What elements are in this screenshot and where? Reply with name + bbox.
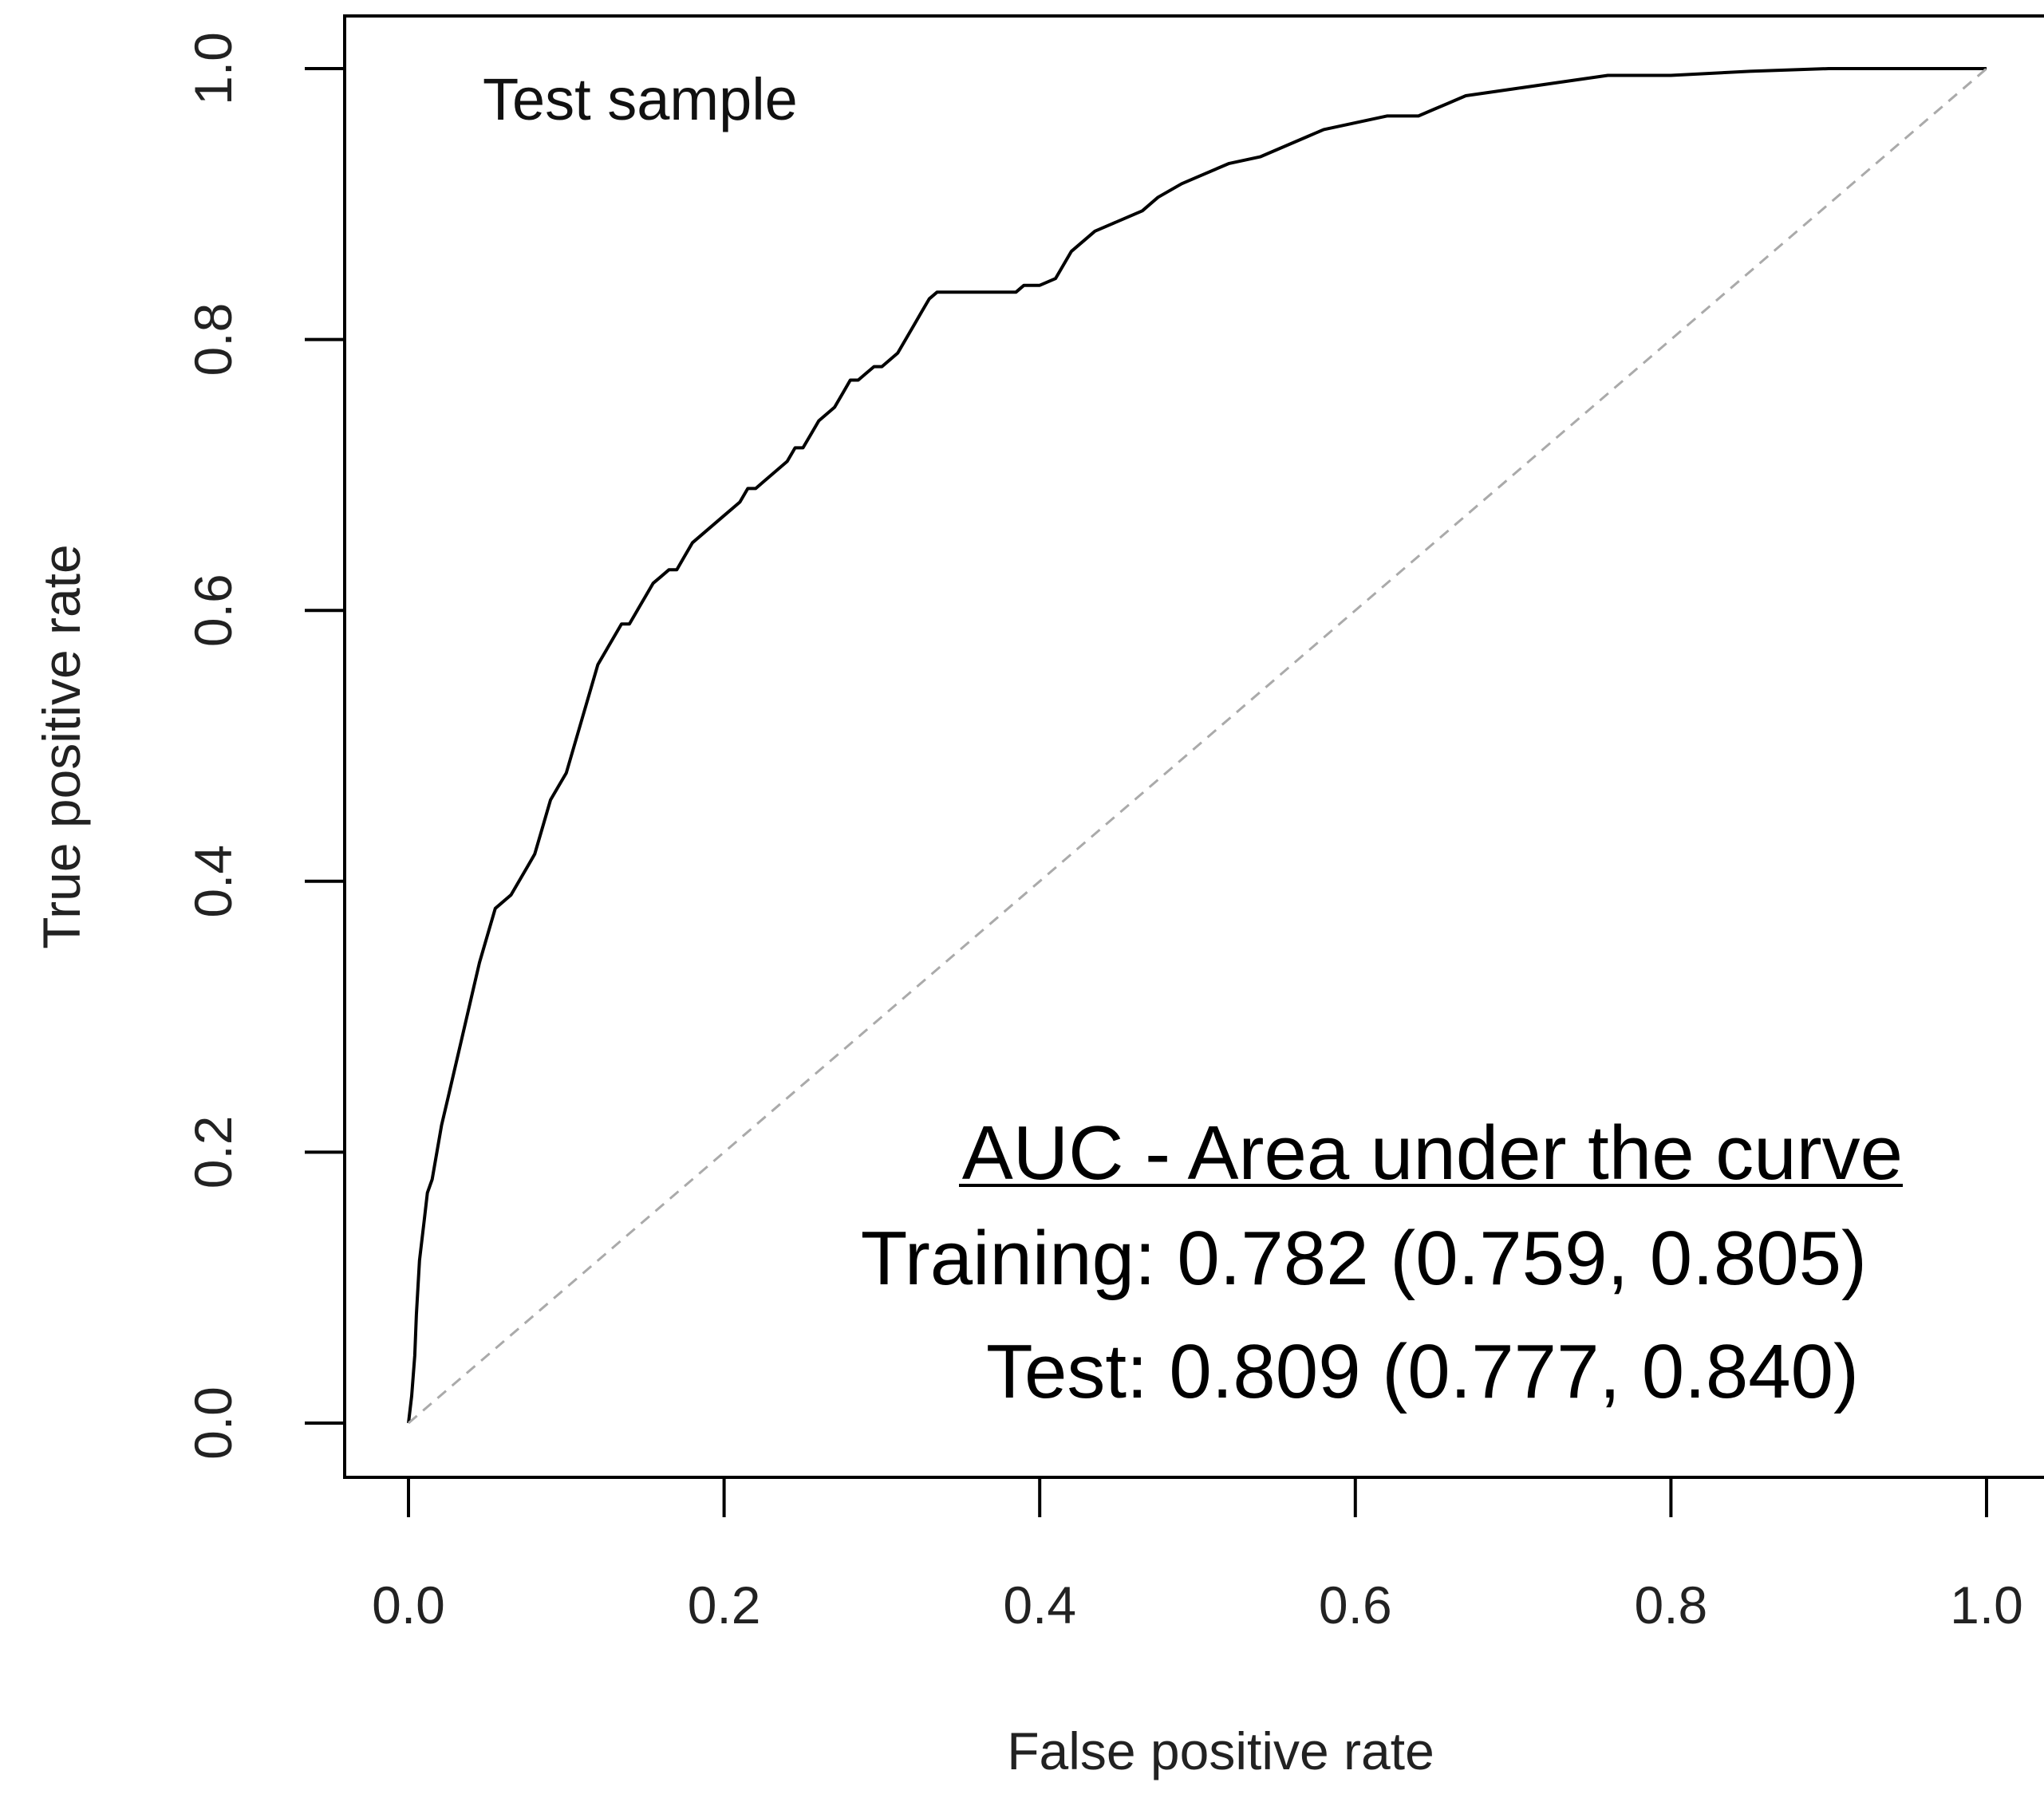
x-axis-title: False positive rate bbox=[1007, 1721, 1434, 1780]
x-tick-label: 0.4 bbox=[1003, 1575, 1076, 1634]
auc-heading: AUC - Area under the curve bbox=[962, 1110, 1903, 1196]
y-tick-label: 0.6 bbox=[183, 574, 243, 647]
y-tick-label: 0.8 bbox=[183, 303, 243, 377]
y-axis-title: True positive rate bbox=[32, 544, 91, 948]
x-tick-label: 0.8 bbox=[1635, 1575, 1708, 1634]
x-tick-label: 0.6 bbox=[1319, 1575, 1392, 1634]
x-tick-label: 0.0 bbox=[372, 1575, 445, 1634]
x-axis: 0.0 0.2 0.4 0.6 0.8 1.0 bbox=[372, 1476, 2023, 1634]
x-tick-label: 1.0 bbox=[1950, 1575, 2023, 1634]
y-axis: 0.0 0.2 0.4 0.6 0.8 1.0 bbox=[183, 32, 346, 1460]
y-tick-label: 1.0 bbox=[183, 32, 243, 105]
series-layer bbox=[407, 67, 1987, 1425]
auc-test-line: Test: 0.809 (0.777, 0.840) bbox=[986, 1329, 1859, 1414]
panel-label: Test sample bbox=[483, 66, 798, 132]
y-tick-label: 0.4 bbox=[183, 845, 243, 918]
x-tick-label: 0.2 bbox=[688, 1575, 761, 1634]
auc-training-line: Training: 0.782 (0.759, 0.805) bbox=[861, 1216, 1867, 1301]
y-tick-label: 0.2 bbox=[183, 1116, 243, 1189]
y-tick-label: 0.0 bbox=[183, 1386, 243, 1460]
chance-diagonal-line bbox=[408, 67, 1987, 1425]
roc-curve-line bbox=[407, 67, 1987, 1424]
